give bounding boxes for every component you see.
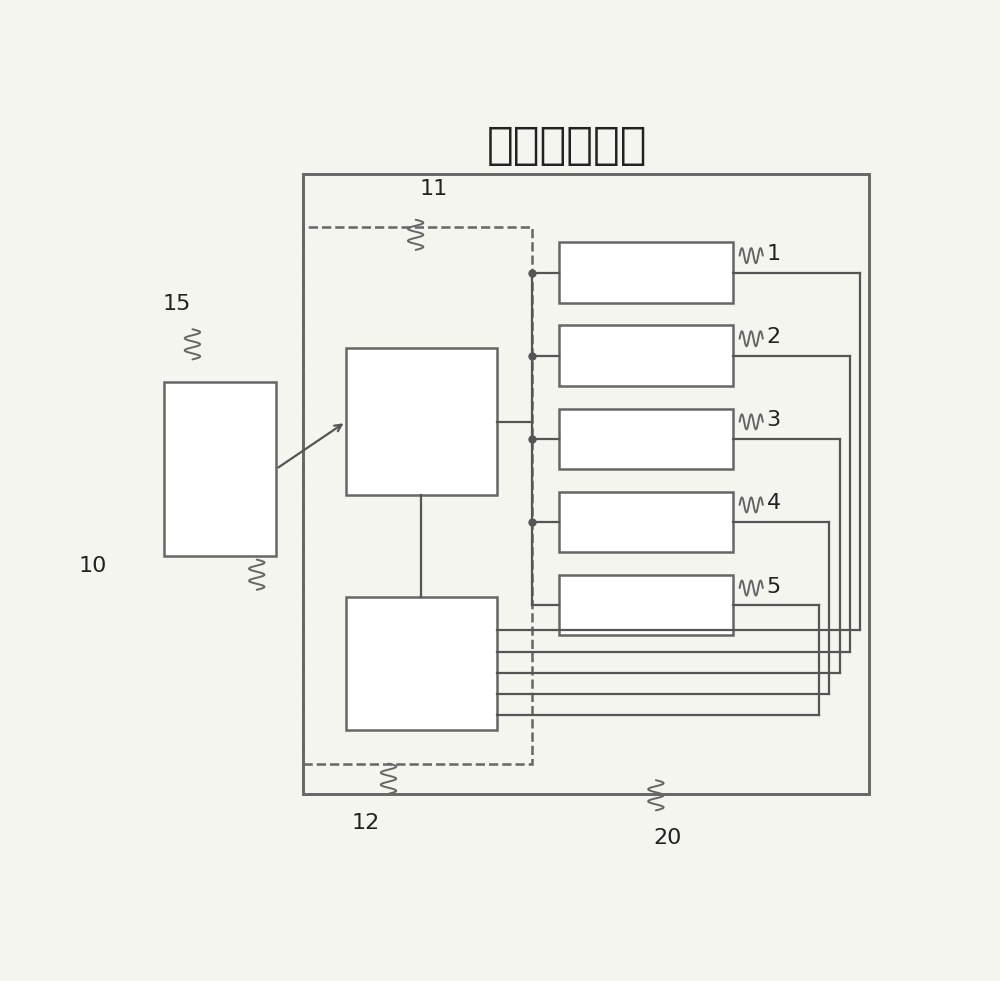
Text: 过压检测
电路: 过压检测 电路 — [391, 638, 451, 690]
Bar — [559, 491, 733, 552]
Text: 直流高
压源: 直流高 压源 — [197, 443, 242, 494]
Bar — [303, 228, 532, 763]
Bar — [346, 348, 497, 495]
Bar — [559, 575, 733, 635]
Text: 10: 10 — [78, 556, 107, 576]
Bar — [303, 175, 869, 794]
Text: 3: 3 — [767, 410, 781, 431]
Text: 1: 1 — [767, 244, 781, 264]
Bar — [346, 597, 497, 730]
Text: 低压电路系统: 低压电路系统 — [486, 125, 647, 167]
Bar — [559, 408, 733, 469]
Text: 低压电路: 低压电路 — [616, 261, 676, 284]
Text: 11: 11 — [420, 180, 448, 199]
Text: 低压电路: 低压电路 — [616, 510, 676, 534]
Text: 4: 4 — [767, 493, 781, 513]
Text: 2: 2 — [767, 328, 781, 347]
Text: 低压电路: 低压电路 — [616, 593, 676, 617]
Text: 20: 20 — [653, 828, 682, 848]
Text: 开关电路: 开关电路 — [391, 410, 451, 434]
Bar — [559, 326, 733, 386]
Text: 低压电路: 低压电路 — [616, 427, 676, 450]
Text: 5: 5 — [767, 577, 781, 596]
Bar — [164, 382, 276, 556]
Text: 15: 15 — [162, 294, 191, 314]
Text: 低压电路: 低压电路 — [616, 343, 676, 368]
Text: 12: 12 — [351, 812, 379, 833]
Bar — [559, 242, 733, 303]
